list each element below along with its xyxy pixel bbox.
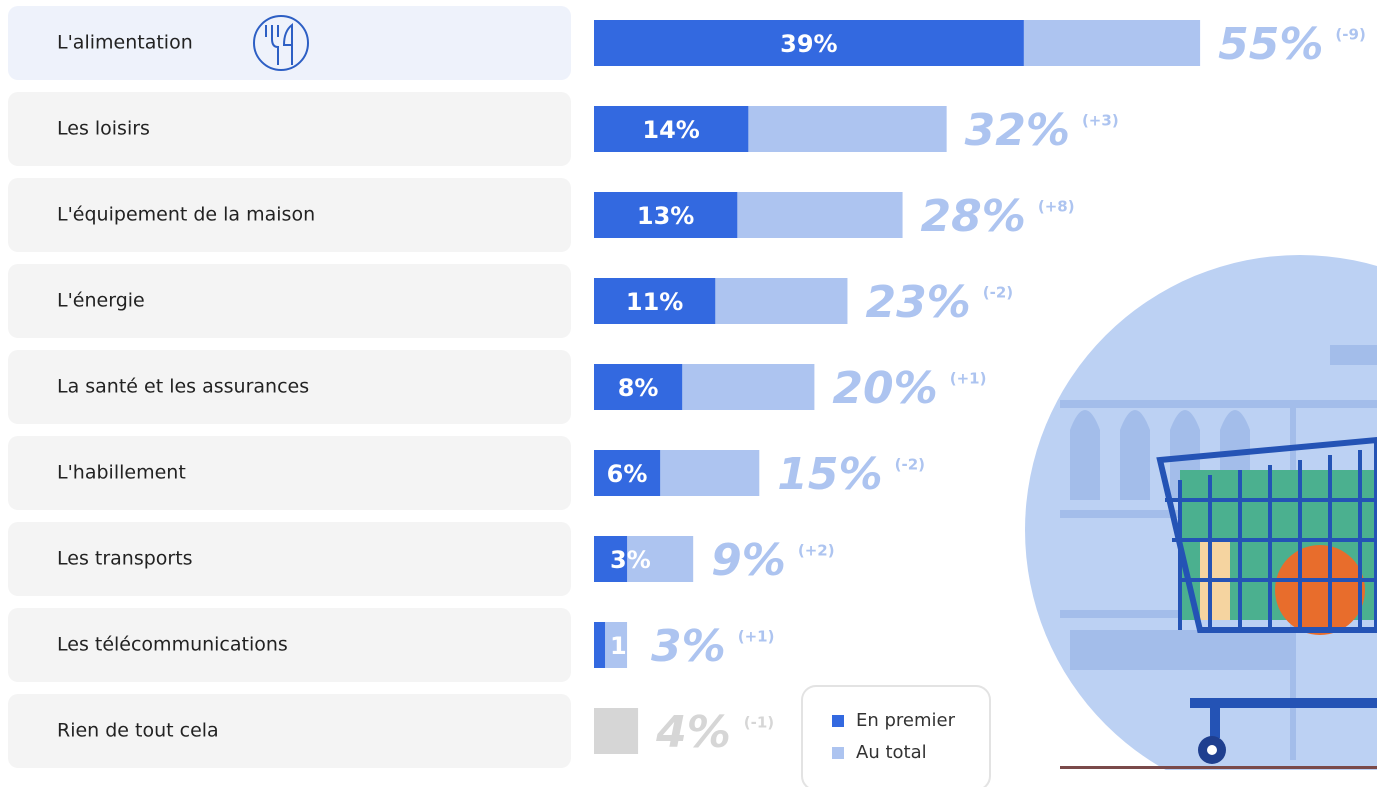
legend-label: Au total — [856, 742, 927, 763]
category-label: L'équipement de la maison — [57, 204, 315, 226]
bar-first — [594, 20, 1024, 66]
category-box — [8, 522, 571, 596]
change-label: (+8) — [1038, 198, 1075, 216]
icon-cutlery — [265, 22, 293, 65]
change-label: (-2) — [895, 456, 925, 474]
category-box — [8, 436, 571, 510]
legend — [801, 685, 991, 791]
icon-circle — [253, 15, 309, 71]
first-value-label: 6% — [607, 460, 648, 488]
category-label: L'habillement — [57, 462, 186, 484]
category-label: L'alimentation — [57, 32, 193, 54]
bar-first — [594, 364, 683, 410]
bar-first — [594, 278, 716, 324]
category-label: Les télécommunications — [57, 634, 288, 656]
total-value-label: 32% — [965, 105, 1070, 156]
first-value-label: 13% — [637, 202, 694, 230]
total-value-label: 15% — [777, 449, 882, 500]
total-value-label: 4% — [655, 707, 731, 758]
legend-label: En premier — [856, 710, 956, 731]
first-value-label: 8% — [618, 374, 659, 402]
first-value-label: 11% — [626, 288, 683, 316]
change-label: (-2) — [983, 284, 1013, 302]
category-box — [8, 92, 571, 166]
bar-first — [594, 106, 749, 152]
first-value-label: 39% — [780, 30, 837, 58]
total-value-label: 9% — [711, 535, 786, 586]
first-value-label: 1 — [610, 632, 627, 660]
change-label: (-1) — [744, 714, 774, 732]
category-label: La santé et les assurances — [57, 376, 309, 398]
category-box — [8, 264, 571, 338]
total-value-label: 55% — [1218, 19, 1323, 70]
category-box — [8, 178, 571, 252]
illustration — [1025, 255, 1377, 770]
category-box — [8, 694, 571, 768]
total-value-label: 28% — [921, 191, 1026, 242]
total-value-label: 23% — [865, 277, 970, 328]
legend-swatch — [832, 747, 844, 759]
change-label: (+1) — [950, 370, 987, 388]
bar-total — [594, 708, 639, 754]
change-label: (+2) — [798, 542, 835, 560]
bar-first — [594, 192, 738, 238]
change-label: (+3) — [1082, 112, 1119, 130]
change-label: (+1) — [738, 628, 775, 646]
category-label: Les loisirs — [57, 118, 150, 140]
bar-first — [594, 622, 606, 668]
total-value-label: 3% — [651, 621, 726, 672]
category-label: Les transports — [57, 548, 193, 570]
category-label: Rien de tout cela — [57, 720, 219, 742]
change-label: (-9) — [1335, 26, 1365, 44]
first-value-label: 14% — [642, 116, 699, 144]
category-box — [8, 6, 571, 80]
icon — [253, 15, 309, 71]
category-box — [8, 350, 571, 424]
first-value-label: 3% — [610, 546, 651, 574]
legend-swatch — [832, 715, 844, 727]
category-label: L'énergie — [57, 290, 145, 312]
bar-first — [594, 450, 661, 496]
total-value-label: 20% — [832, 363, 937, 414]
bar-first — [594, 536, 628, 582]
category-box — [8, 608, 571, 682]
